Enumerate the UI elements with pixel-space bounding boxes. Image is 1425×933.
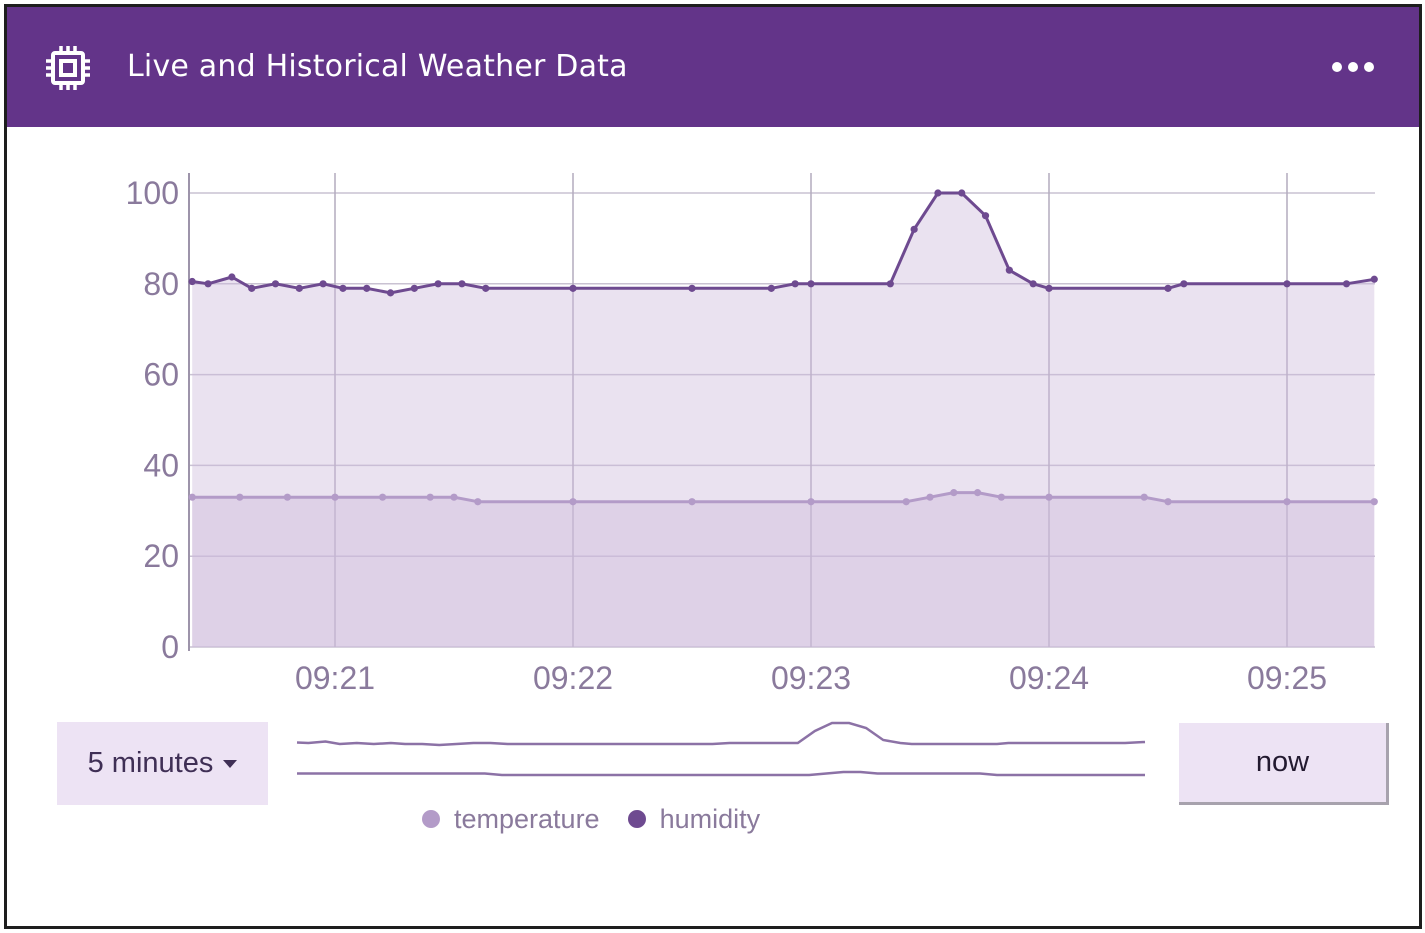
point-humidity <box>271 280 280 288</box>
line-humidity <box>191 191 1375 295</box>
point-temperature <box>688 498 696 506</box>
point-temperature <box>997 493 1006 501</box>
point-temperature <box>902 498 910 506</box>
area-humidity <box>192 193 1375 647</box>
point-temperature <box>974 489 982 497</box>
point-temperature <box>331 493 339 501</box>
point-humidity <box>228 273 236 281</box>
point-temperature <box>426 493 434 501</box>
point-humidity <box>319 280 327 288</box>
timeline-overview-brush[interactable] <box>287 715 1147 795</box>
more-horizontal-icon[interactable] <box>1331 59 1375 75</box>
point-humidity <box>482 284 490 292</box>
point-humidity <box>767 284 775 292</box>
point-temperature <box>283 493 291 501</box>
x-tick-label: 09:24 <box>1009 660 1089 696</box>
point-humidity <box>434 280 442 288</box>
point-humidity <box>248 284 256 292</box>
point-humidity <box>188 277 196 286</box>
point-humidity <box>791 280 799 288</box>
legend-label-humidity: humidity <box>659 803 761 834</box>
point-humidity <box>1342 280 1351 288</box>
point-temperature <box>1283 498 1291 506</box>
point-temperature <box>807 498 815 506</box>
y-tick-label: 20 <box>143 538 179 574</box>
y-tick-label: 100 <box>126 175 179 211</box>
point-humidity <box>386 289 395 297</box>
point-temperature <box>379 493 387 501</box>
overview-line-temperature <box>297 770 1145 777</box>
legend-swatch-humidity <box>627 810 646 828</box>
point-humidity <box>958 189 966 197</box>
point-humidity <box>688 284 696 292</box>
point-temperature <box>474 498 482 506</box>
point-temperature <box>188 493 196 501</box>
point-temperature <box>236 493 244 501</box>
point-humidity <box>569 284 577 292</box>
point-temperature <box>1164 498 1172 506</box>
point-humidity <box>458 280 466 288</box>
point-temperature <box>1370 498 1378 506</box>
x-tick-label: 09:22 <box>533 660 613 696</box>
legend-item-temperature[interactable]: temperature <box>422 804 600 835</box>
point-humidity <box>410 284 418 292</box>
legend-label-temperature: temperature <box>454 803 600 834</box>
card-header: Live and Historical Weather Data <box>7 7 1419 127</box>
weather-widget-card: Live and Historical Weather Data 0 20 40 60… <box>4 4 1422 929</box>
point-humidity <box>1005 266 1013 274</box>
point-humidity <box>1180 280 1188 288</box>
weather-area-chart: 0 20 40 60 80 100 09:21 09:22 09:23 09:24 09:25 <box>126 173 1378 696</box>
legend-swatch-temperature <box>422 810 440 828</box>
point-humidity <box>1045 284 1053 292</box>
point-temperature <box>926 493 934 501</box>
point-temperature <box>450 493 458 501</box>
legend-item-humidity[interactable]: humidity <box>627 803 761 835</box>
x-tick-label: 09:23 <box>771 660 851 696</box>
chip-icon <box>46 46 90 90</box>
area-temperature <box>192 492 1375 647</box>
y-tick-label: 80 <box>143 266 179 302</box>
point-humidity <box>204 280 212 288</box>
y-tick-label: 0 <box>161 629 179 665</box>
point-humidity <box>1029 280 1037 288</box>
time-range-label: 5 minutes <box>87 747 214 779</box>
chart-legend: temperature humidity <box>422 802 788 836</box>
point-humidity <box>295 284 303 292</box>
time-range-dropdown[interactable]: 5 minutes <box>57 722 268 805</box>
point-humidity <box>886 280 894 288</box>
y-tick-label: 60 <box>143 357 179 393</box>
point-humidity <box>1164 284 1172 292</box>
point-humidity <box>363 284 371 292</box>
point-temperature <box>1045 493 1053 501</box>
point-temperature <box>950 489 958 497</box>
point-humidity <box>1283 280 1291 288</box>
point-temperature <box>1140 493 1148 501</box>
overview-line-humidity <box>296 721 1146 747</box>
x-tick-label: 09:25 <box>1247 660 1327 696</box>
now-button[interactable]: now <box>1179 723 1389 805</box>
x-tick-label: 09:21 <box>295 660 375 696</box>
y-tick-label: 40 <box>143 447 179 483</box>
point-temperature <box>569 498 577 506</box>
point-humidity <box>339 284 347 292</box>
card-title: Live and Historical Weather Data <box>127 49 628 84</box>
chevron-down-icon <box>223 759 238 768</box>
point-humidity <box>934 189 942 197</box>
point-humidity <box>981 212 990 220</box>
point-humidity <box>807 280 815 288</box>
point-humidity <box>910 225 918 233</box>
point-humidity <box>1370 275 1378 283</box>
